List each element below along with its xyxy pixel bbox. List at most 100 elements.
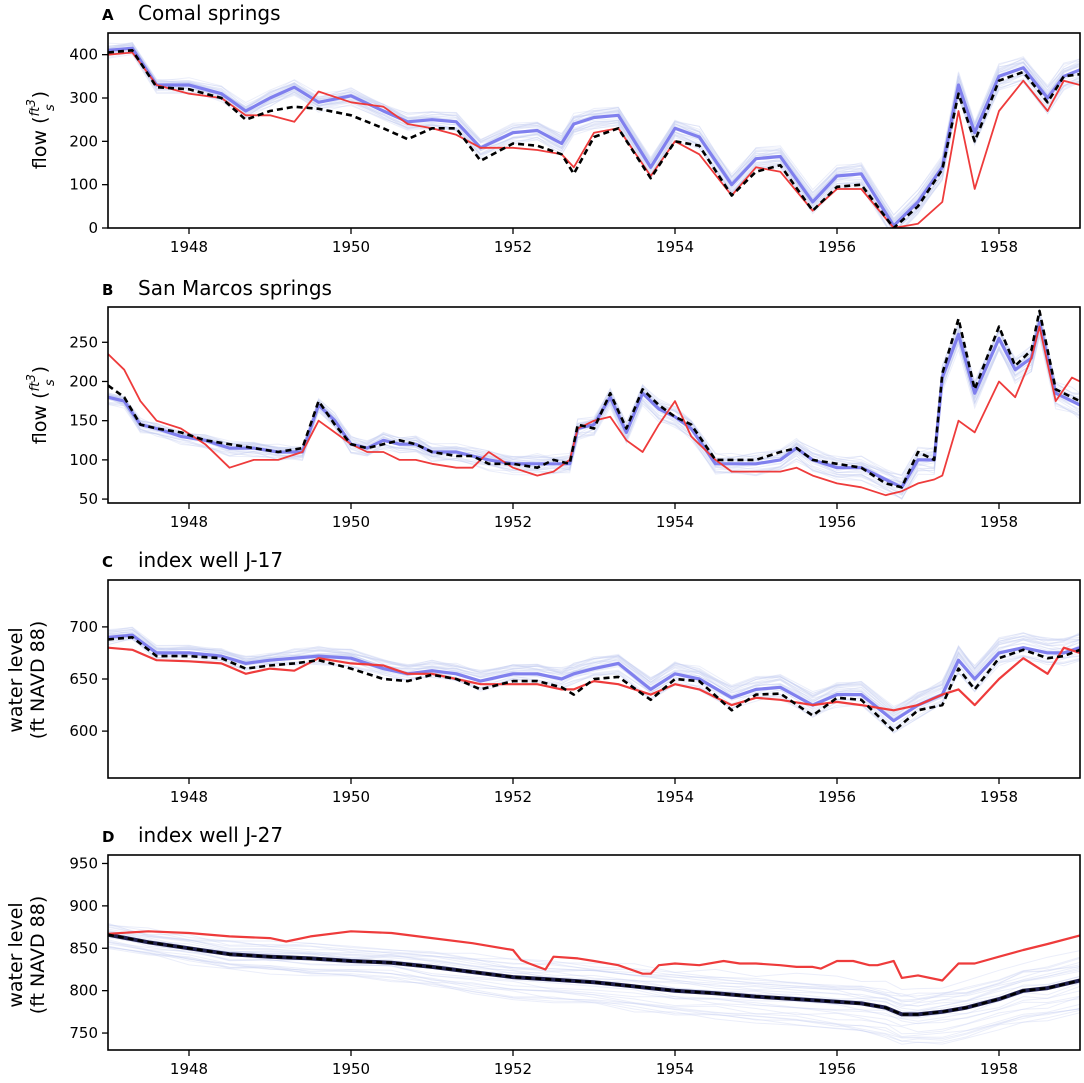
x-tick-label: 1956 bbox=[818, 513, 856, 531]
y-label-unit-num: ft bbox=[28, 381, 43, 392]
ensemble-line bbox=[108, 626, 1080, 713]
panel-title: Comal springs bbox=[138, 1, 281, 25]
x-tick-label: 1958 bbox=[980, 788, 1018, 806]
y-label-line1: water level bbox=[5, 902, 27, 1007]
series-group bbox=[108, 308, 1080, 500]
series-line-calibrated bbox=[108, 49, 1080, 228]
y-tick-label: 300 bbox=[69, 89, 98, 107]
series-line-median bbox=[108, 633, 1080, 723]
plot-area: 1948 1950 1952 1954 1956 1958 600 650 700 bbox=[69, 579, 1081, 806]
x-tick-label: 1952 bbox=[494, 1060, 532, 1078]
panel-title: San Marcos springs bbox=[138, 276, 332, 300]
ensemble-line bbox=[108, 635, 1080, 728]
ensemble-line bbox=[108, 628, 1080, 710]
panel-letter: D bbox=[102, 828, 114, 846]
ensemble-line bbox=[108, 627, 1080, 710]
y-tick-label: 800 bbox=[69, 982, 98, 1000]
ensemble-line bbox=[108, 945, 1080, 1043]
x-tick-label: 1948 bbox=[170, 238, 208, 256]
y-tick-label: 650 bbox=[69, 670, 98, 688]
ensemble-line bbox=[108, 50, 1080, 228]
y-tick-label: 150 bbox=[69, 412, 98, 430]
x-tick-label: 1956 bbox=[818, 238, 856, 256]
y-tick-label: 50 bbox=[79, 490, 98, 508]
ensemble-line bbox=[108, 930, 1080, 1003]
ensemble-line bbox=[108, 941, 1080, 1025]
x-tick-label: 1952 bbox=[494, 238, 532, 256]
y-tick-label: 850 bbox=[69, 939, 98, 957]
y-axis-label: flow (ft3s) bbox=[24, 91, 58, 169]
y-label-unit-num: ft bbox=[28, 106, 43, 117]
y-tick-label: 200 bbox=[69, 372, 98, 390]
ensemble-line bbox=[108, 41, 1080, 222]
x-tick-label: 1956 bbox=[818, 1060, 856, 1078]
ensemble-line bbox=[108, 51, 1080, 228]
ensemble-line bbox=[108, 934, 1080, 1008]
ensemble-line bbox=[108, 47, 1080, 223]
ensemble-line bbox=[108, 48, 1080, 228]
y-label-main: flow ( bbox=[29, 391, 51, 444]
x-tick-label: 1954 bbox=[656, 1060, 694, 1078]
panel-letter: A bbox=[102, 6, 114, 24]
x-tick-label: 1954 bbox=[656, 238, 694, 256]
series-line-observed bbox=[108, 51, 1080, 228]
y-tick-label: 400 bbox=[69, 46, 98, 64]
ensemble-line bbox=[108, 924, 1080, 991]
series-group bbox=[108, 41, 1080, 228]
ensemble-line bbox=[108, 51, 1080, 228]
ensemble-line bbox=[108, 633, 1080, 719]
y-tick-label: 750 bbox=[69, 1024, 98, 1042]
ensemble-line bbox=[108, 631, 1080, 712]
ensemble-line bbox=[108, 926, 1080, 1000]
ensemble-line bbox=[108, 638, 1080, 731]
axes-frame bbox=[107, 32, 1081, 229]
ensemble-line bbox=[108, 43, 1080, 217]
ensemble-line bbox=[108, 948, 1080, 1040]
y-label-line2: (ft NAVD 88) bbox=[27, 621, 49, 740]
y-axis-label: flow (ft3s) bbox=[24, 366, 58, 444]
x-tick-label: 1950 bbox=[332, 1060, 370, 1078]
y-axis-label: water level (ft NAVD 88) bbox=[5, 621, 49, 740]
ensemble-line bbox=[108, 943, 1080, 1038]
ensemble-line bbox=[108, 42, 1080, 219]
x-tick-label: 1948 bbox=[170, 1060, 208, 1078]
y-tick-label: 250 bbox=[69, 333, 98, 351]
x-tick-label: 1950 bbox=[332, 513, 370, 531]
series-group bbox=[108, 626, 1080, 734]
x-tick-label: 1954 bbox=[656, 788, 694, 806]
series-line-calibrated bbox=[108, 309, 1080, 489]
x-tick-label: 1948 bbox=[170, 513, 208, 531]
ensemble-line bbox=[108, 630, 1080, 717]
ensemble-line bbox=[108, 933, 1080, 1027]
panel-letter: B bbox=[102, 281, 113, 299]
ensemble-line bbox=[108, 928, 1080, 1007]
x-tick-label: 1952 bbox=[494, 788, 532, 806]
x-tick-label: 1958 bbox=[980, 1060, 1018, 1078]
y-axis-label: water level (ft NAVD 88) bbox=[5, 896, 49, 1015]
y-tick-label: 600 bbox=[69, 722, 98, 740]
ensemble-line bbox=[108, 637, 1080, 729]
ensemble-line bbox=[108, 327, 1080, 495]
panel-b: B San Marcos springs flow (ft3s) 1948 195… bbox=[24, 276, 1081, 531]
ensemble-line bbox=[108, 51, 1080, 228]
ensemble-line bbox=[108, 931, 1080, 1011]
axes-frame bbox=[107, 854, 1081, 1051]
y-tick-label: 700 bbox=[69, 618, 98, 636]
panel-title: index well J-27 bbox=[138, 823, 283, 847]
svg-text:flow (ft3s): flow (ft3s) bbox=[24, 91, 58, 169]
x-tick-label: 1952 bbox=[494, 513, 532, 531]
ensemble-line bbox=[108, 48, 1080, 228]
panel-title: index well J-17 bbox=[138, 548, 283, 572]
ensemble-line bbox=[108, 629, 1080, 716]
x-tick-label: 1958 bbox=[980, 238, 1018, 256]
plot-area: 1948 1950 1952 1954 1956 1958 50 100 150 200 250 bbox=[69, 306, 1081, 531]
ensemble-line bbox=[108, 940, 1080, 1033]
y-label-unit-den: s bbox=[43, 379, 58, 386]
x-tick-label: 1950 bbox=[332, 788, 370, 806]
ensemble-line bbox=[108, 930, 1080, 1001]
ensemble-line bbox=[108, 42, 1080, 216]
ensemble-line bbox=[108, 47, 1080, 228]
ensemble-line bbox=[108, 925, 1080, 1007]
ensemble-line bbox=[108, 629, 1080, 714]
y-tick-label: 200 bbox=[69, 132, 98, 150]
